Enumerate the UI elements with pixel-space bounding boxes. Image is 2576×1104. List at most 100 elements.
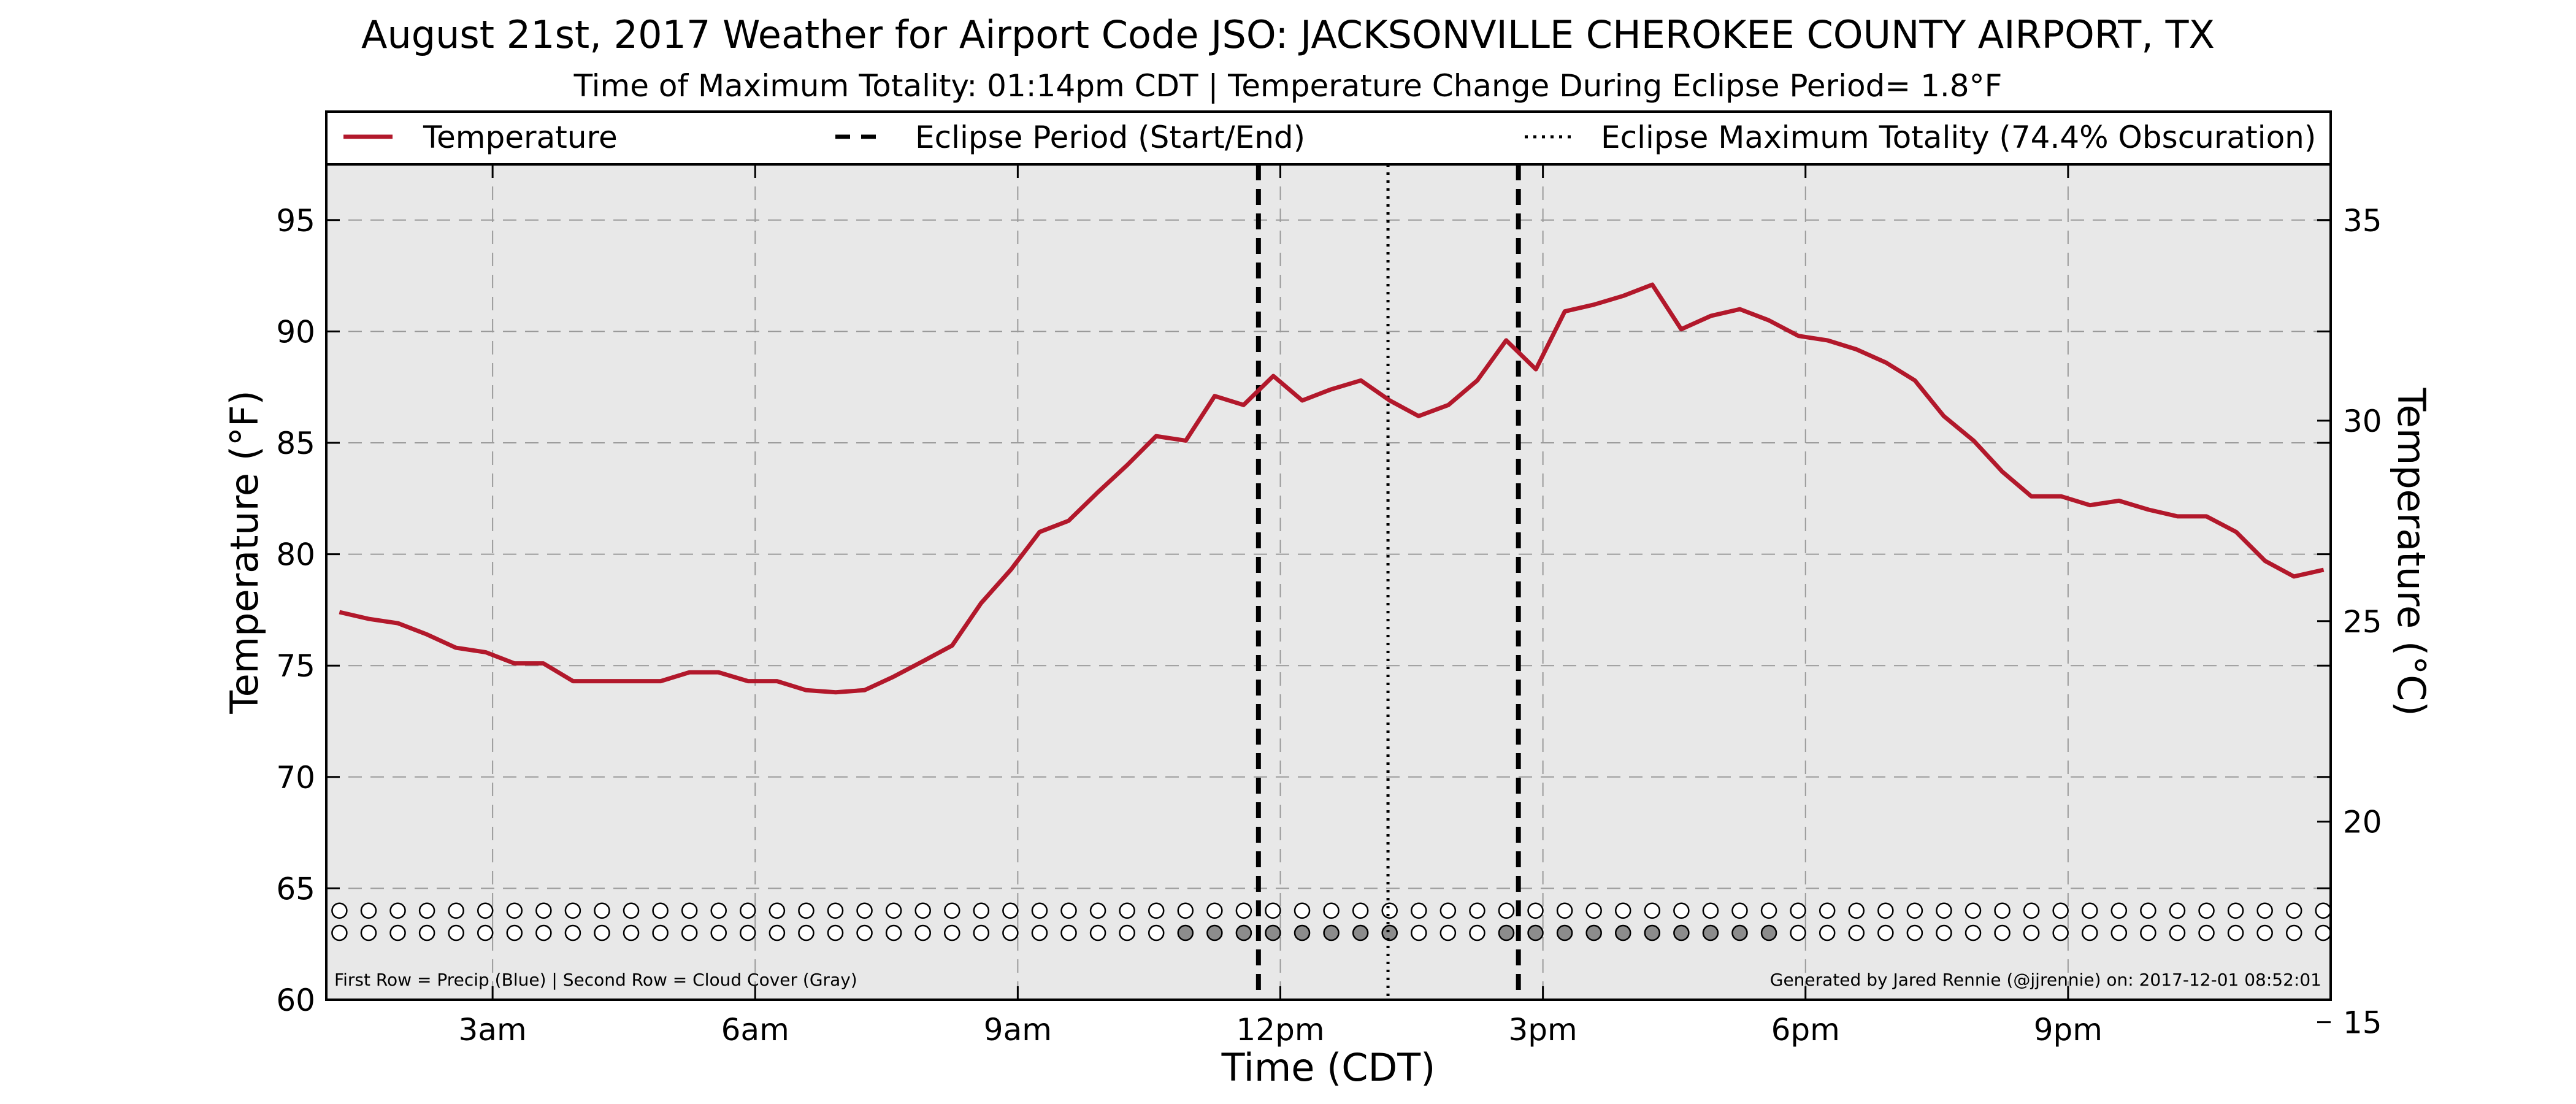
precip-marker bbox=[1148, 902, 1165, 919]
precip-marker bbox=[885, 902, 902, 919]
cloud-cover-marker bbox=[1119, 924, 1135, 941]
precip-marker bbox=[2140, 902, 2156, 919]
cloud-cover-marker bbox=[1002, 924, 1019, 941]
legend-max-totality-label: Eclipse Maximum Totality (74.4% Obscurat… bbox=[1601, 120, 2316, 155]
legend-temperature-label: Temperature bbox=[423, 120, 618, 155]
cloud-cover-marker bbox=[1148, 924, 1165, 941]
cloud-cover-marker bbox=[1906, 924, 1923, 941]
cloud-cover-marker bbox=[1060, 924, 1077, 941]
cloud-cover-marker bbox=[827, 924, 844, 941]
precip-marker bbox=[1002, 902, 1019, 919]
cloud-cover-marker bbox=[1235, 924, 1252, 941]
y-axis-label-right: Temperature (°C) bbox=[2389, 387, 2434, 716]
precip-marker bbox=[710, 902, 727, 919]
precip-marker bbox=[1906, 902, 1923, 919]
precip-marker bbox=[2052, 902, 2069, 919]
chart-title: August 21st, 2017 Weather for Airport Co… bbox=[361, 12, 2215, 57]
y-tick-label: 90 bbox=[276, 314, 315, 350]
x-tick-label: 6pm bbox=[1771, 1012, 1840, 1048]
cloud-cover-marker bbox=[1877, 924, 1894, 941]
precip-marker bbox=[1936, 902, 1952, 919]
precip-marker bbox=[1760, 902, 1777, 919]
precip-marker bbox=[564, 902, 581, 919]
precip-marker bbox=[2110, 902, 2128, 919]
x-tick-label: 3pm bbox=[1509, 1012, 1577, 1048]
precip-marker bbox=[2227, 902, 2244, 919]
precip-marker bbox=[1294, 902, 1311, 919]
cloud-cover-marker bbox=[2110, 924, 2128, 941]
cloud-cover-marker bbox=[1527, 924, 1544, 941]
precip-marker bbox=[1439, 902, 1457, 919]
precip-marker bbox=[2023, 902, 2040, 919]
cloud-cover-marker bbox=[2198, 924, 2215, 941]
precip-marker bbox=[2198, 902, 2215, 919]
cloud-cover-marker bbox=[2023, 924, 2040, 941]
precip-marker bbox=[652, 902, 669, 919]
cloud-cover-marker bbox=[1294, 924, 1311, 941]
precip-marker bbox=[914, 902, 931, 919]
precip-marker bbox=[2256, 902, 2273, 919]
precip-marker bbox=[1994, 902, 2011, 919]
precip-marker bbox=[506, 902, 523, 919]
x-tick-label: 12pm bbox=[1236, 1012, 1324, 1048]
precip-marker bbox=[1177, 902, 1194, 919]
y-tick-label: 85 bbox=[276, 426, 315, 461]
cloud-cover-marker bbox=[1177, 924, 1194, 941]
x-tick-label: 9am bbox=[984, 1012, 1052, 1048]
cloud-cover-marker bbox=[535, 924, 552, 941]
precip-marker bbox=[1790, 902, 1806, 919]
precip-marker bbox=[1089, 902, 1106, 919]
precip-marker bbox=[1614, 902, 1631, 919]
cloud-cover-marker bbox=[1498, 924, 1515, 941]
legend: Temperature Eclipse Period (Start/End) E… bbox=[325, 110, 2332, 166]
y-tick-label: 80 bbox=[276, 537, 315, 573]
cloud-cover-marker bbox=[769, 924, 786, 941]
precip-marker bbox=[769, 902, 786, 919]
cloud-cover-marker bbox=[623, 924, 640, 941]
cloud-cover-marker bbox=[2140, 924, 2156, 941]
precip-marker bbox=[535, 902, 552, 919]
cloud-cover-marker bbox=[2082, 924, 2098, 941]
precip-marker bbox=[1644, 902, 1661, 919]
precip-marker bbox=[856, 902, 873, 919]
precip-marker bbox=[360, 902, 377, 919]
cloud-cover-marker bbox=[1585, 924, 1602, 941]
cloud-cover-marker bbox=[1731, 924, 1748, 941]
y-tick-label: 70 bbox=[276, 760, 315, 795]
cloud-cover-marker bbox=[1206, 924, 1223, 941]
cloud-cover-marker bbox=[740, 924, 756, 941]
precip-marker bbox=[2082, 902, 2098, 919]
cloud-cover-marker bbox=[710, 924, 727, 941]
cloud-cover-marker bbox=[360, 924, 377, 941]
x-tick-label: 6am bbox=[721, 1012, 789, 1048]
precip-marker bbox=[1119, 902, 1135, 919]
cloud-cover-marker bbox=[1673, 924, 1690, 941]
precip-marker bbox=[1848, 902, 1865, 919]
cloud-cover-marker bbox=[1614, 924, 1631, 941]
cloud-cover-marker bbox=[2315, 924, 2332, 941]
cloud-cover-marker bbox=[448, 924, 464, 941]
precip-marker bbox=[1265, 902, 1281, 919]
cloud-cover-marker bbox=[418, 924, 435, 941]
cloud-cover-marker bbox=[1644, 924, 1661, 941]
precip-marker bbox=[681, 902, 698, 919]
y-tick-label: 65 bbox=[276, 871, 315, 907]
cloud-cover-marker bbox=[594, 924, 610, 941]
cloud-cover-marker bbox=[856, 924, 873, 941]
precip-marker bbox=[798, 902, 815, 919]
cloud-cover-marker bbox=[885, 924, 902, 941]
y-tick-label: 75 bbox=[276, 648, 315, 684]
precip-marker bbox=[594, 902, 610, 919]
precip-marker bbox=[2285, 902, 2302, 919]
cloud-cover-marker bbox=[798, 924, 815, 941]
cloud-cover-marker bbox=[973, 924, 990, 941]
cloud-cover-marker bbox=[681, 924, 698, 941]
precip-marker bbox=[2315, 902, 2332, 919]
legend-eclipse-period-label: Eclipse Period (Start/End) bbox=[915, 120, 1305, 155]
precip-marker bbox=[418, 902, 435, 919]
precip-marker bbox=[1031, 902, 1048, 919]
cloud-cover-marker bbox=[331, 924, 348, 941]
cloud-cover-marker bbox=[1819, 924, 1836, 941]
cloud-cover-marker bbox=[1790, 924, 1806, 941]
